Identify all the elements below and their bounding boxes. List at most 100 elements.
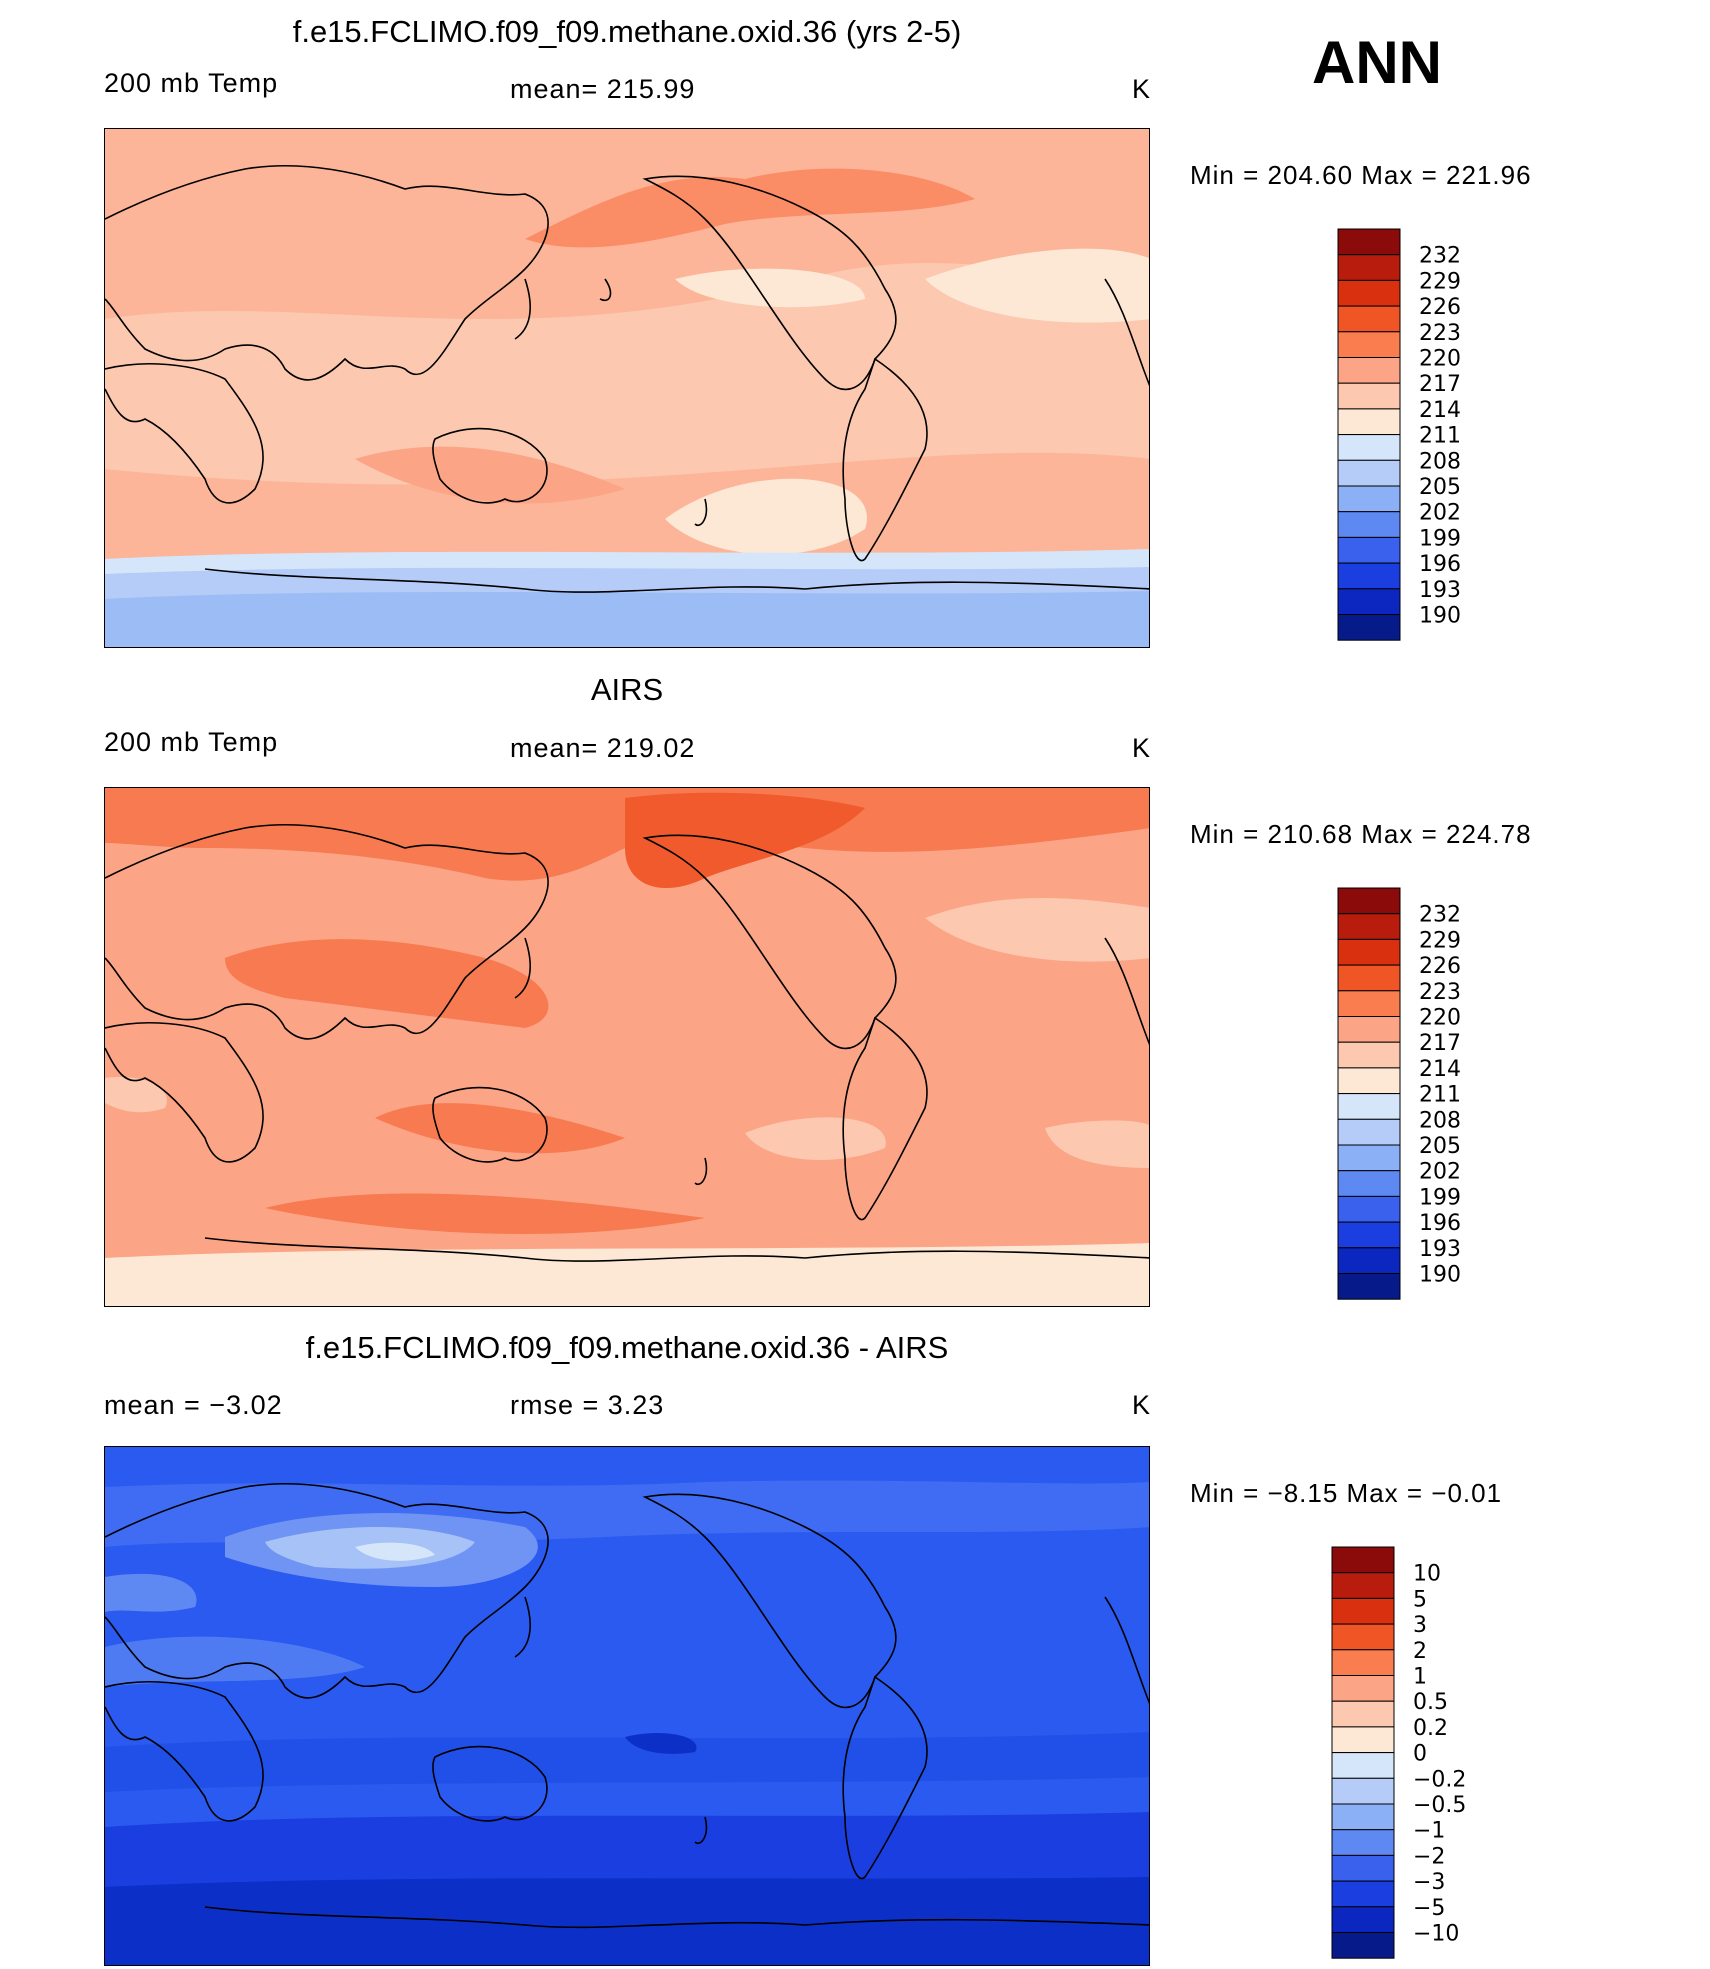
contour-light-band xyxy=(105,1243,1149,1306)
colorbar-tick-label: 211 xyxy=(1419,1083,1461,1108)
variable-label: 200 mb Temp xyxy=(104,727,279,757)
colorbar-tick-label: 229 xyxy=(1419,928,1461,953)
min-max-label: Min = 204.60 Max = 221.96 xyxy=(1190,160,1532,190)
colorbar-swatch xyxy=(1337,1093,1401,1120)
colorbar-tick-label: −0.5 xyxy=(1413,1793,1466,1818)
colorbar-tick-label: 232 xyxy=(1419,244,1461,269)
min-max-label: Min = 210.68 Max = 224.78 xyxy=(1190,819,1532,849)
colorbar-swatch xyxy=(1337,1247,1401,1274)
contour-light-spot xyxy=(925,898,1149,962)
colorbar-tick-label: 205 xyxy=(1419,475,1461,500)
colorbar-tick-label: 202 xyxy=(1419,1160,1461,1185)
colorbar-swatch xyxy=(1331,1854,1395,1882)
colorbar-swatch xyxy=(1337,913,1401,940)
contour-dark-spot xyxy=(625,1732,697,1754)
colorbar-tick-label: 217 xyxy=(1419,1031,1461,1056)
colorbar-swatch xyxy=(1331,1597,1395,1625)
colorbar-swatch xyxy=(1331,1906,1395,1933)
colorbar-swatch xyxy=(1337,1118,1401,1146)
colorbar-swatch xyxy=(1337,254,1401,281)
units-label: K xyxy=(1132,74,1152,104)
colorbar-swatch xyxy=(1337,434,1401,461)
colorbar-tick-label: −2 xyxy=(1413,1844,1445,1869)
map-diff xyxy=(104,1446,1150,1966)
colorbar-swatch xyxy=(1337,408,1401,436)
colorbar-swatch xyxy=(1337,964,1401,992)
colorbar-tick-label: −3 xyxy=(1413,1870,1445,1895)
rmse-label: rmse = 3.23 xyxy=(510,1390,665,1420)
colorbar-swatch xyxy=(1337,1016,1401,1043)
colorbar-tick-label: 190 xyxy=(1419,1263,1461,1288)
colorbar-swatch xyxy=(1337,511,1401,538)
colorbar-tick-label: 232 xyxy=(1419,903,1461,928)
contour-warm-spot xyxy=(925,248,1149,323)
map-obs xyxy=(104,787,1150,1307)
colorbar: 232 229 226 223 220 217 214 211 208 205 202 199 196 1… xyxy=(1337,228,1517,649)
colorbar-tick-label: 196 xyxy=(1419,552,1461,577)
panel-title: f.e15.FCLIMO.f09_f09.methane.oxid.36 (yr… xyxy=(292,14,962,49)
contour-darker-band xyxy=(105,1877,1149,1965)
season-label: ANN xyxy=(1312,29,1442,96)
contour-warm-spot xyxy=(665,478,867,555)
colorbar-swatch xyxy=(1337,485,1401,513)
coastlines xyxy=(105,823,1149,1262)
mean-label: mean = −3.02 xyxy=(104,1390,283,1420)
colorbar-swatch xyxy=(1337,588,1401,615)
mean-label: mean= 219.02 xyxy=(510,733,696,763)
colorbar-swatch xyxy=(1337,562,1401,590)
colorbar-tick-label: 10 xyxy=(1413,1562,1441,1587)
contour-lightest-spot xyxy=(355,1542,435,1561)
colorbar-tick-label: 2 xyxy=(1413,1639,1427,1664)
colorbar: 232 229 226 223 220 217 214 211 208 205 202 199 196 1… xyxy=(1337,887,1517,1308)
colorbar-swatch xyxy=(1331,1777,1395,1805)
colorbar-swatch xyxy=(1337,1041,1401,1069)
contour-mid-spot xyxy=(355,446,625,504)
colorbar-tick-label: 220 xyxy=(1419,1006,1461,1031)
colorbar-swatch xyxy=(1337,536,1401,564)
contour-dark-band xyxy=(225,939,549,1028)
panel-title: f.e15.FCLIMO.f09_f09.methane.oxid.36 - A… xyxy=(305,1330,949,1365)
contour-light-spot xyxy=(1045,1120,1149,1168)
coastlines xyxy=(105,1482,1149,1929)
colorbar-tick-label: −10 xyxy=(1413,1922,1459,1947)
colorbar-tick-label: 0.2 xyxy=(1413,1716,1448,1741)
contour-light-spot xyxy=(105,1077,167,1113)
contour-light-spot xyxy=(745,1117,886,1160)
contour-warm-spot xyxy=(675,268,865,308)
mean-label: mean= 215.99 xyxy=(510,74,696,104)
colorbar-tick-label: 190 xyxy=(1419,604,1461,629)
colorbar-swatch xyxy=(1337,331,1401,359)
colorbar-tick-label: 211 xyxy=(1419,424,1461,449)
colorbar-tick-label: −1 xyxy=(1413,1819,1445,1844)
contour-light-band xyxy=(105,262,1149,485)
coastlines xyxy=(105,164,1149,593)
colorbar-tick-label: 223 xyxy=(1419,321,1461,346)
contour-light-spot xyxy=(105,1573,197,1612)
colorbar-swatch xyxy=(1337,228,1401,256)
colorbar-swatch xyxy=(1337,938,1401,966)
map-model xyxy=(104,128,1150,648)
colorbar-tick-label: 199 xyxy=(1419,526,1461,551)
colorbar-swatch xyxy=(1331,1572,1395,1599)
colorbar-tick-label: 196 xyxy=(1419,1211,1461,1236)
units-label: K xyxy=(1132,1390,1152,1420)
colorbar-tick-label: 0 xyxy=(1413,1742,1427,1767)
colorbar-swatch xyxy=(1337,990,1401,1018)
colorbar-tick-label: 217 xyxy=(1419,372,1461,397)
colorbar-swatch xyxy=(1337,382,1401,410)
colorbar-swatch xyxy=(1337,279,1401,307)
colorbar: 10 5 3 2 1 0.5 0.2 0 −0.2 −0.5 −1 −2 −3 −5 −10 xyxy=(1331,1546,1511,1967)
colorbar-tick-label: 0.5 xyxy=(1413,1690,1448,1715)
colorbar-swatch xyxy=(1337,1170,1401,1197)
colorbar-tick-label: 220 xyxy=(1419,347,1461,372)
colorbar-tick-label: 214 xyxy=(1419,1057,1461,1082)
contour-light-band xyxy=(105,1636,365,1687)
colorbar-swatch xyxy=(1337,1144,1401,1172)
colorbar-tick-label: 208 xyxy=(1419,449,1461,474)
colorbar-tick-label: 226 xyxy=(1419,954,1461,979)
contour-dark-band xyxy=(525,168,975,248)
colorbar-svg: 2322292262232202172142112082052021991961… xyxy=(1337,228,1461,641)
colorbar-swatch xyxy=(1337,1221,1401,1249)
colorbar-swatch xyxy=(1331,1675,1395,1702)
